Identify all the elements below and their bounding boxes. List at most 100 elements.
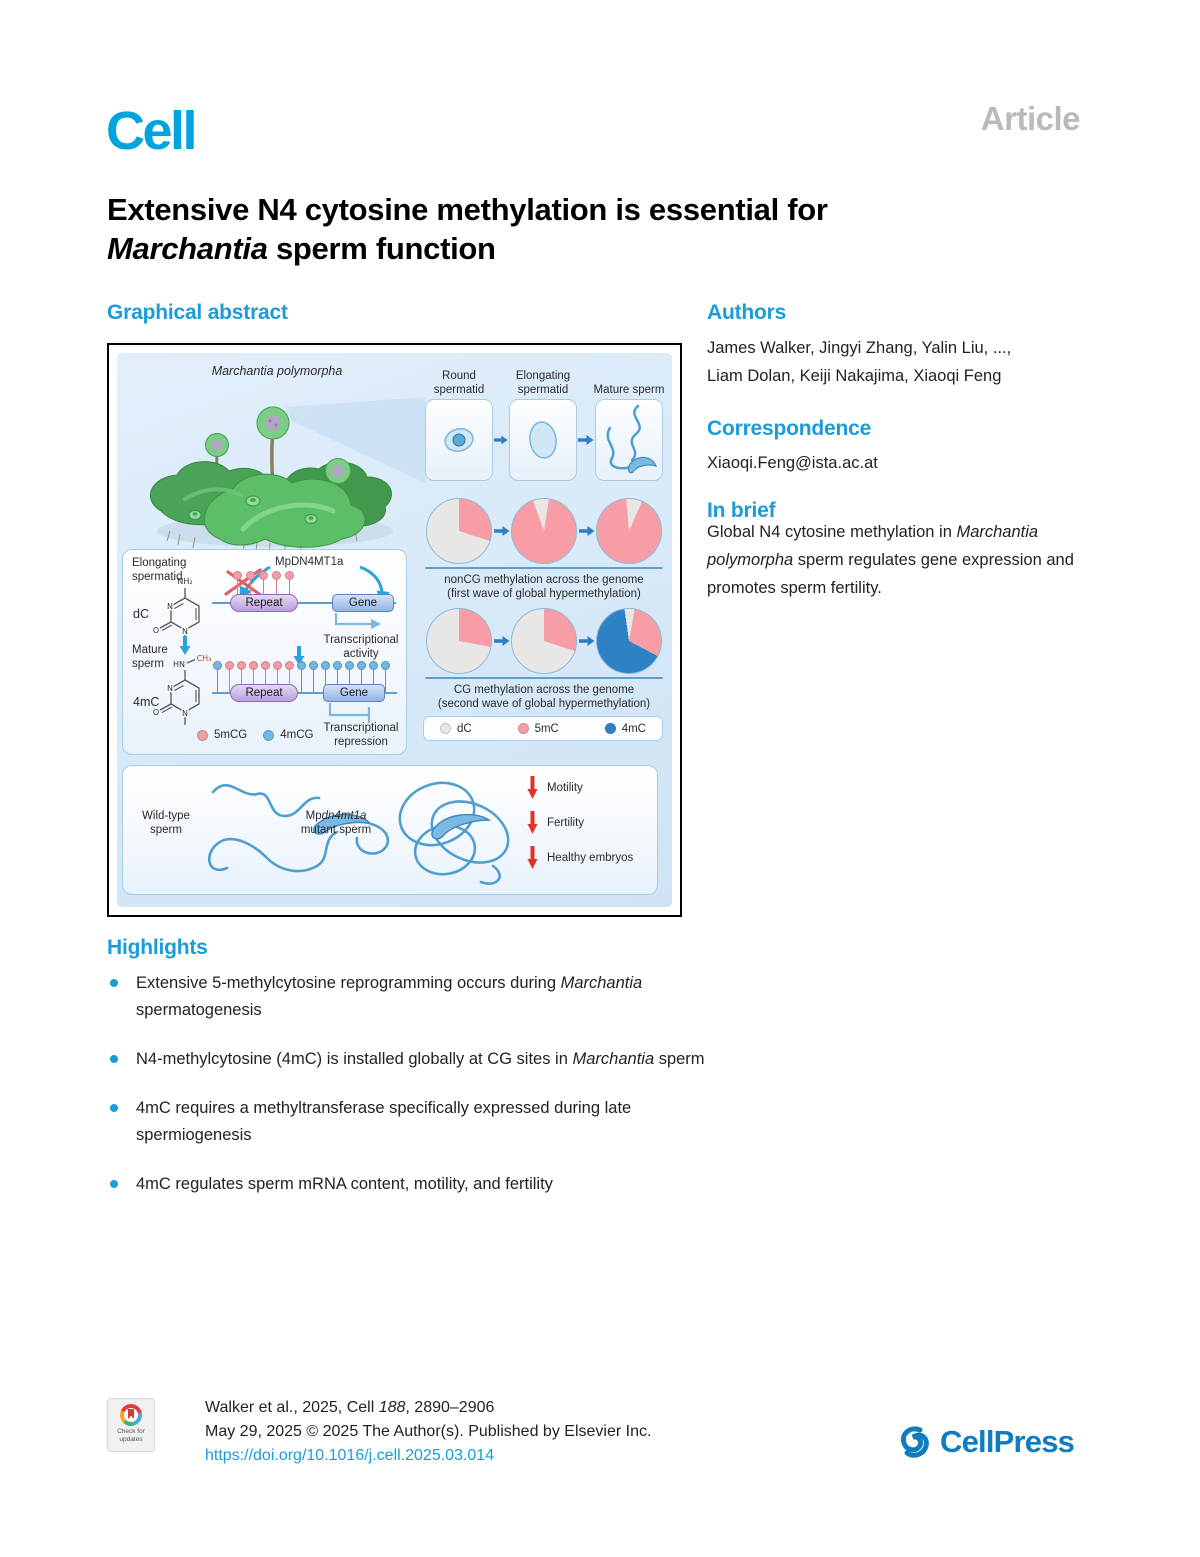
5mcg-lollipop-icon — [237, 661, 246, 693]
title-italic: Marchantia — [107, 231, 268, 266]
5mcg-lollipop-icon — [272, 571, 281, 603]
highlights-heading: Highlights — [107, 936, 208, 959]
hn-label: HN — [173, 660, 185, 669]
stage-label-mature-sperm: Mature sperm — [593, 383, 665, 396]
elongating-spermatid-cell — [529, 421, 557, 459]
article-type-label: Article — [980, 100, 1081, 137]
funnel-shape — [285, 397, 425, 483]
red-down-arrow-icon — [527, 776, 538, 799]
highlight-item: 4mC regulates sperm mRNA content, motili… — [107, 1171, 707, 1198]
in-brief-text: Global N4 cytosine methylation in Marcha… — [707, 523, 1074, 597]
highlight-item: Extensive 5-methylcytosine reprogramming… — [107, 970, 707, 1024]
5mcg-lollipop-icon — [225, 661, 234, 693]
5mcg-lollipop-icon — [261, 661, 270, 693]
5mcg-lollipop-icon — [285, 571, 294, 603]
bullet-icon — [110, 979, 118, 987]
authors-heading: Authors — [707, 301, 787, 324]
red-down-arrow-icon — [527, 811, 538, 834]
stage-label-round-spermatid: Round spermatid — [433, 370, 485, 396]
plant-species-label: Marchantia polymorpha — [211, 364, 343, 378]
citation-line: Walker et al., 2025, Cell 188, 2890–2906 — [205, 1399, 495, 1416]
bullet-icon — [110, 1180, 118, 1188]
effect-motility: Motility — [527, 776, 583, 800]
round-spermatid-cell — [444, 428, 474, 452]
doi-link[interactable]: https://doi.org/10.1016/j.cell.2025.03.0… — [205, 1447, 495, 1464]
o-label: O — [153, 708, 159, 717]
cg-caption: CG methylation across the genome (second… — [437, 684, 651, 710]
noncg-caption: nonCG methylation across the genome (fir… — [444, 574, 644, 600]
correspondence-heading: Correspondence — [707, 417, 872, 440]
page-title: Extensive N4 cytosine methylation is ess… — [107, 190, 1097, 268]
gene-element: Gene — [323, 684, 385, 702]
panel-elongating-spermatid — [509, 399, 577, 481]
stage-label-elongating-spermatid: Elongating spermatid — [515, 370, 571, 396]
enzyme-label: MpDN4MT1a — [275, 556, 344, 568]
4mcg-lollipop-icon — [357, 661, 366, 693]
5mcg-dot-icon — [197, 729, 208, 741]
arrow-right-icon — [494, 526, 510, 536]
lollipops-mixed — [213, 661, 390, 693]
legend-item-5mcg: 5mCG — [197, 729, 247, 741]
n-ring-label: N — [167, 602, 173, 611]
title-line2: Marchantia sperm function — [107, 229, 1097, 268]
mature-sperm-label: Mature sperm — [132, 644, 168, 670]
graphical-abstract-figure: Marchantia polymorpha — [107, 343, 682, 917]
title-line1: Extensive N4 cytosine methylation is ess… — [107, 192, 828, 227]
wild-type-sperm-illustration — [207, 784, 390, 873]
4mcg-lollipop-icon — [213, 661, 222, 693]
red-down-arrow-icon — [527, 846, 538, 869]
bullet-icon — [110, 1104, 118, 1112]
4mc-dot-icon — [604, 723, 616, 734]
panel-round-spermatid — [425, 399, 493, 481]
repeat-element: Repeat — [230, 684, 298, 702]
pie-cg-elongating-spermatid — [511, 608, 577, 674]
arrow-right-icon — [494, 435, 508, 445]
effect-fertility: Fertility — [527, 811, 584, 835]
o-label: O — [153, 626, 159, 635]
5mcg-lollipop-icon — [246, 571, 255, 603]
5mcg-lollipop-icon — [285, 661, 294, 693]
down-arrow-icon — [293, 646, 305, 665]
pie-noncg-mature-sperm — [596, 498, 662, 564]
4mc-label: 4mC — [133, 695, 160, 709]
gene-element: Gene — [332, 594, 394, 612]
mature-sperm-cell — [606, 404, 658, 474]
journal-logo: Cell — [106, 101, 198, 161]
4mcg-lollipop-icon — [381, 661, 390, 693]
4mcg-lollipop-icon — [297, 661, 306, 693]
5mcg-lollipop-icon — [259, 571, 268, 603]
gametophore-disc — [256, 406, 290, 440]
mutant-sperm-label: Mpdn4mt1a mutant sperm — [300, 810, 372, 836]
badge-text: Check for updates — [117, 1428, 145, 1443]
transcriptional-activity-label: Transcriptional activity — [323, 634, 399, 660]
n-bottom-label: N — [182, 709, 188, 718]
lollipops-5mcg — [233, 571, 294, 603]
4mcg-lollipop-icon — [345, 661, 354, 693]
panel-mature-sperm — [595, 399, 663, 481]
pie-cg-round-spermatid — [426, 608, 492, 674]
4mcg-lollipop-icon — [369, 661, 378, 693]
check-for-updates-badge[interactable]: Check for updates — [107, 1398, 155, 1452]
5mc-dot-icon — [517, 723, 529, 734]
footer-citation-block: Walker et al., 2025, Cell 188, 2890–2906… — [205, 1396, 651, 1468]
graphical-abstract-panel: Marchantia polymorpha — [117, 353, 672, 907]
divider — [425, 677, 663, 679]
legend-item-dc: dC — [440, 723, 472, 735]
n-ring-label: N — [167, 684, 173, 693]
ch3-label: CH₃ — [197, 654, 212, 663]
5mcg-lollipop-icon — [249, 661, 258, 693]
transcription-activity-arrow — [334, 613, 381, 629]
dna-strand — [212, 692, 397, 694]
crossmark-icon — [120, 1404, 142, 1426]
legend-item-5mc: 5mC — [517, 723, 559, 735]
marchantia-plant-illustration — [149, 406, 393, 554]
cellpress-logo: CellPress — [897, 1424, 1075, 1460]
legend-item-4mc: 4mC — [604, 723, 646, 735]
methylation-mechanism-box: Elongating spermatid MpDN4MT1a dC — [122, 549, 407, 755]
dna-strand — [212, 602, 396, 604]
transcriptional-repression-label: Transcriptional repression — [323, 722, 399, 748]
4mcg-dot-icon — [263, 729, 275, 741]
5mcg-lollipop-icon — [273, 661, 282, 693]
authors-list: James Walker, Jingyi Zhang, Yalin Liu, .… — [707, 339, 1012, 385]
down-arrow-icon — [179, 636, 191, 655]
